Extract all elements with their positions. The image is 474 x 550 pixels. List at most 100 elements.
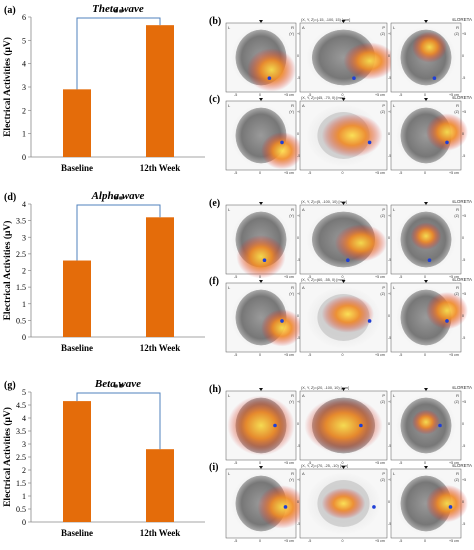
- slice-pointer: [259, 280, 263, 283]
- activation-map: [247, 48, 296, 92]
- y-tick-label: 3.5: [16, 427, 26, 436]
- slice-pointer: [259, 388, 263, 391]
- side-tick-label: -5: [297, 444, 300, 448]
- axis-name-label: (Z): [454, 400, 459, 404]
- side-tick-label: -5: [462, 76, 465, 80]
- scale-tick-label: +5 cm: [449, 539, 459, 543]
- significance-marker: **: [114, 8, 124, 19]
- side-tick-label: +5: [388, 478, 392, 482]
- y-tick-label: 5: [22, 36, 26, 45]
- scale-tick-label: +5 cm: [449, 171, 459, 175]
- orientation-label: R: [291, 207, 294, 212]
- scale-tick-label: +5 cm: [284, 275, 294, 279]
- scale-tick-label: +5 cm: [449, 461, 459, 465]
- axis-name-label: (Z): [454, 110, 459, 114]
- bar-baseline: [63, 401, 91, 522]
- side-tick-label: +5: [297, 292, 301, 296]
- slice-pointer: [341, 280, 346, 283]
- orientation-label: R: [456, 25, 459, 30]
- scale-tick-label: 0: [424, 275, 426, 279]
- axis-name-label: (Y): [289, 292, 294, 296]
- side-tick-label: -5: [297, 258, 300, 262]
- brain-panel-b: (b) (X, Y, Z)=(-15, -100, 15) [mm] sLORETA…: [209, 16, 472, 97]
- source-marker: [432, 76, 437, 80]
- side-tick-label: -5: [462, 444, 465, 448]
- y-tick-label: 5: [22, 388, 26, 397]
- source-marker: [445, 140, 449, 145]
- scale-tick-label: -5: [308, 93, 311, 97]
- side-tick-label: -5: [388, 76, 391, 80]
- orientation-label: L: [228, 103, 231, 108]
- sloreta-logo: sLORETA: [452, 95, 472, 100]
- scale-tick-label: -5: [234, 539, 237, 543]
- scale-tick-label: +5 cm: [375, 93, 385, 97]
- scale-tick-label: 0: [259, 171, 261, 175]
- sagittal-view: A P(Z) +50-5-5 0 +5 cm: [299, 388, 392, 465]
- brain-panel-i: (i) (X, Y, Z)=(70, -25, -10) [mm] sLORETA L…: [209, 462, 472, 543]
- side-tick-label: +5: [388, 292, 392, 296]
- orientation-label: R: [291, 471, 294, 476]
- side-tick-label: -5: [388, 154, 391, 158]
- y-tick-label: 4.5: [16, 401, 26, 410]
- scale-tick-label: 0: [424, 171, 426, 175]
- scale-tick-label: -5: [308, 539, 311, 543]
- side-tick-label: 0: [388, 54, 390, 58]
- side-tick-label: +5: [388, 214, 392, 218]
- bar-chart-2: (d) Alpha wave 0 0.5 1 1.5 2 2.5 3 3.5 4 Electrical…: [2, 190, 205, 353]
- side-tick-label: +5: [462, 110, 466, 114]
- side-tick-label: 0: [297, 236, 299, 240]
- axial-view: L R (Y) +5 0 -5 -5 0 +5 cm: [225, 466, 307, 543]
- side-tick-label: +5: [388, 32, 392, 36]
- coronal-view: L R(Z) +50-5-5 0 +5 cm: [390, 388, 466, 465]
- bar-chart-1: (a) Theta wave 0 1 2 3 4 5 6 Electrical Activitie…: [2, 3, 205, 173]
- side-tick-label: -5: [297, 336, 300, 340]
- orientation-label: R: [291, 285, 294, 290]
- category-label: Baseline: [61, 528, 93, 538]
- scale-tick-label: -5: [234, 461, 237, 465]
- side-tick-label: 0: [297, 54, 299, 58]
- scale-tick-label: +5 cm: [284, 93, 294, 97]
- activation-map: [412, 409, 440, 435]
- side-tick-label: 0: [462, 236, 464, 240]
- coordinate-readout: (X, Y, Z)=(45, -70, 0) [mm]: [301, 96, 345, 100]
- sloreta-logo: sLORETA: [452, 17, 472, 22]
- y-tick-label: 3: [22, 83, 26, 92]
- slice-pointer: [341, 20, 346, 23]
- brain-panel-h: (h) (X, Y, Z)=(20, -100, 10) [mm] sLORETA L…: [209, 384, 472, 465]
- side-tick-label: +5: [388, 110, 392, 114]
- y-tick-label: 0: [22, 153, 26, 162]
- activation-map: [304, 397, 383, 454]
- scale-tick-label: -5: [234, 353, 237, 357]
- orientation-label: A: [302, 207, 305, 212]
- source-marker: [280, 140, 284, 145]
- y-tick-label: 1: [22, 130, 26, 139]
- y-tick-label: 1: [22, 492, 26, 501]
- slice-pointer: [259, 202, 263, 205]
- orientation-label: L: [393, 25, 396, 30]
- orientation-label: L: [393, 207, 396, 212]
- y-tick-label: 0.5: [16, 505, 26, 514]
- orientation-label: L: [393, 103, 396, 108]
- orientation-label: L: [393, 393, 396, 398]
- side-tick-label: 0: [462, 132, 464, 136]
- side-tick-label: +5: [462, 478, 466, 482]
- axis-name-label: (Z): [454, 32, 459, 36]
- category-label: Baseline: [61, 343, 93, 353]
- orientation-label: R: [456, 285, 459, 290]
- activation-map: [321, 487, 366, 520]
- coronal-view: L R(Z) +50-5-5 0 +5 cm: [390, 202, 466, 279]
- axial-view: L R (Y) +5 0 -5 -5 0 +5 cm: [225, 280, 303, 357]
- side-tick-label: 0: [462, 422, 464, 426]
- coronal-view: L R(Z) +50-5-5 0 +5 cm: [390, 280, 468, 357]
- side-tick-label: +5: [297, 110, 301, 114]
- y-tick-label: 0: [22, 333, 26, 342]
- scale-tick-label: +5 cm: [449, 353, 459, 357]
- sagittal-view: A P(Z) +50-5-5 0 +5 cm: [299, 202, 392, 279]
- scale-tick-label: 0: [342, 461, 344, 465]
- scale-tick-label: -5: [308, 461, 311, 465]
- side-tick-label: -5: [462, 522, 465, 526]
- side-tick-label: -5: [388, 258, 391, 262]
- source-marker: [280, 319, 284, 323]
- y-axis-label: Electrical Activities (μV): [2, 407, 13, 507]
- orientation-label: L: [228, 207, 231, 212]
